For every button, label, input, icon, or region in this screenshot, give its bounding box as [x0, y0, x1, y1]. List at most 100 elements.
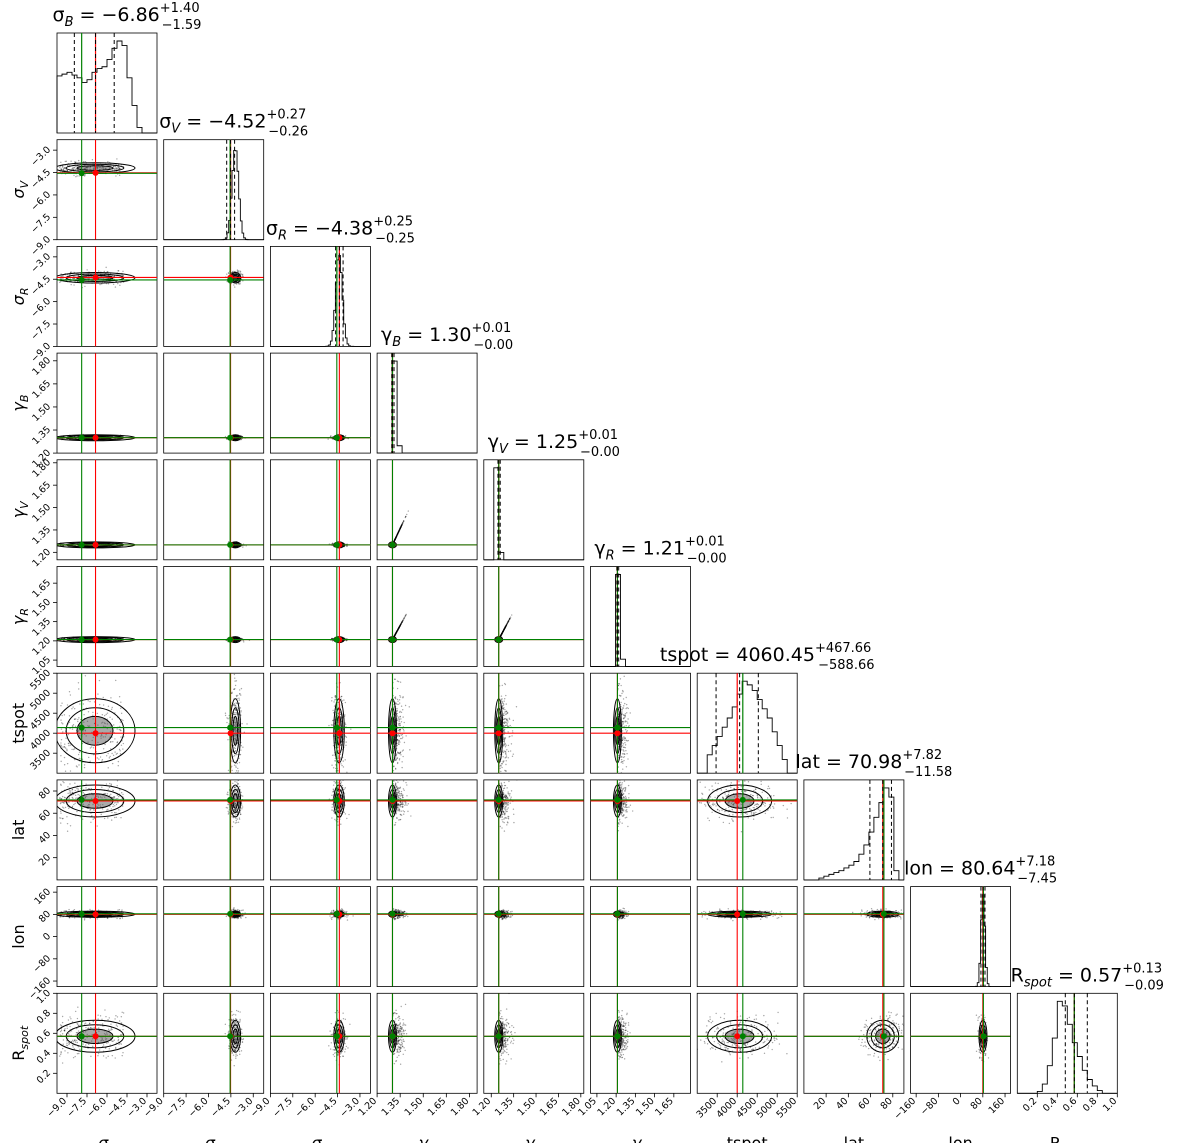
sample-point — [504, 625, 507, 628]
sample-point — [503, 627, 506, 630]
sample-point — [59, 281, 61, 284]
sample-point — [399, 526, 402, 529]
sample-point — [394, 538, 397, 540]
sample-point — [120, 701, 122, 703]
sample-point — [501, 632, 503, 634]
sample-point — [400, 623, 402, 626]
sample-point — [98, 703, 101, 706]
sample-point — [507, 621, 509, 623]
truth-marker-red — [92, 274, 99, 281]
sample-point — [92, 714, 94, 717]
sample-point — [75, 165, 77, 168]
sample-point — [334, 760, 337, 762]
sample-point — [237, 271, 239, 273]
sample-point — [394, 634, 396, 636]
sample-point — [60, 760, 62, 763]
sample-point — [344, 714, 346, 716]
sample-point — [394, 633, 396, 636]
sample-point — [394, 539, 396, 541]
histogram-sV — [163, 149, 264, 241]
sample-point — [396, 630, 398, 632]
sample-point — [121, 274, 124, 277]
sample-point — [331, 637, 333, 640]
sample-point — [339, 774, 340, 775]
sample-point — [500, 634, 502, 636]
sample-point — [395, 536, 397, 538]
panel-sV-vs-sR — [163, 245, 265, 347]
sample-point — [343, 699, 345, 701]
panel-frame — [269, 566, 371, 667]
sample-point — [242, 546, 244, 548]
y-tick-label: 4500 — [28, 708, 53, 733]
sample-point — [503, 627, 506, 630]
sample-point — [500, 634, 502, 637]
sample-point — [99, 756, 102, 758]
sample-point — [63, 745, 65, 748]
sample-point — [111, 762, 114, 765]
sample-point — [230, 692, 233, 695]
truth-marker-green — [333, 636, 340, 643]
sample-point — [233, 703, 235, 706]
sample-point — [400, 525, 402, 528]
sample-point — [398, 625, 401, 628]
sample-point — [398, 530, 400, 532]
sample-point — [92, 747, 95, 749]
panel-sR-vs-gB — [269, 352, 371, 454]
panel-frame — [163, 352, 265, 454]
panel-frame — [163, 459, 265, 561]
sample-point — [398, 625, 401, 628]
sample-point — [397, 627, 400, 630]
sample-point — [60, 168, 62, 170]
sample-point — [500, 633, 503, 636]
sample-point — [501, 632, 503, 634]
sample-point — [116, 752, 118, 755]
sample-point — [397, 627, 400, 630]
sample-point — [399, 625, 401, 627]
sample-point — [60, 280, 62, 283]
sample-point — [396, 629, 399, 631]
sample-point — [83, 764, 86, 766]
sample-point — [504, 626, 507, 628]
truth-marker-green — [227, 276, 234, 283]
sample-point — [400, 525, 402, 527]
sample-point — [241, 273, 244, 276]
y-tick-label: 1.35 — [30, 616, 53, 639]
sample-point — [398, 530, 400, 532]
sample-point — [397, 627, 400, 629]
panel-gB-vs-gV — [376, 459, 478, 561]
sample-point — [235, 766, 237, 768]
sample-point — [398, 528, 401, 531]
sample-point — [502, 630, 505, 632]
sample-point — [74, 161, 76, 163]
sample-point — [501, 632, 503, 635]
sample-point — [507, 621, 509, 624]
sample-point — [334, 696, 337, 699]
sample-point — [403, 616, 406, 619]
sample-point — [234, 688, 236, 690]
sample-point — [327, 438, 329, 440]
sample-point — [501, 632, 504, 634]
sample-point — [73, 284, 75, 286]
sample-point — [398, 626, 401, 628]
panel-title-sR: σR = −4.38+0.25 −0.25 — [266, 214, 415, 246]
sample-point — [396, 629, 399, 631]
sample-point — [503, 627, 506, 630]
panel-frame — [56, 32, 158, 134]
sample-point — [397, 531, 400, 534]
sample-point — [231, 692, 233, 694]
sample-point — [71, 168, 74, 170]
sample-point — [394, 634, 396, 637]
truth-marker-green — [78, 170, 85, 177]
sample-point — [394, 634, 396, 636]
sample-point — [504, 625, 507, 628]
sample-point — [500, 633, 503, 636]
sample-point — [399, 624, 401, 627]
sample-point — [111, 706, 113, 709]
sample-point — [233, 688, 235, 691]
sample-point — [502, 630, 504, 633]
sample-point — [345, 637, 347, 640]
sample-point — [237, 770, 240, 772]
sample-point — [120, 712, 123, 715]
sample-point — [503, 627, 506, 630]
panel-frame — [590, 566, 691, 667]
